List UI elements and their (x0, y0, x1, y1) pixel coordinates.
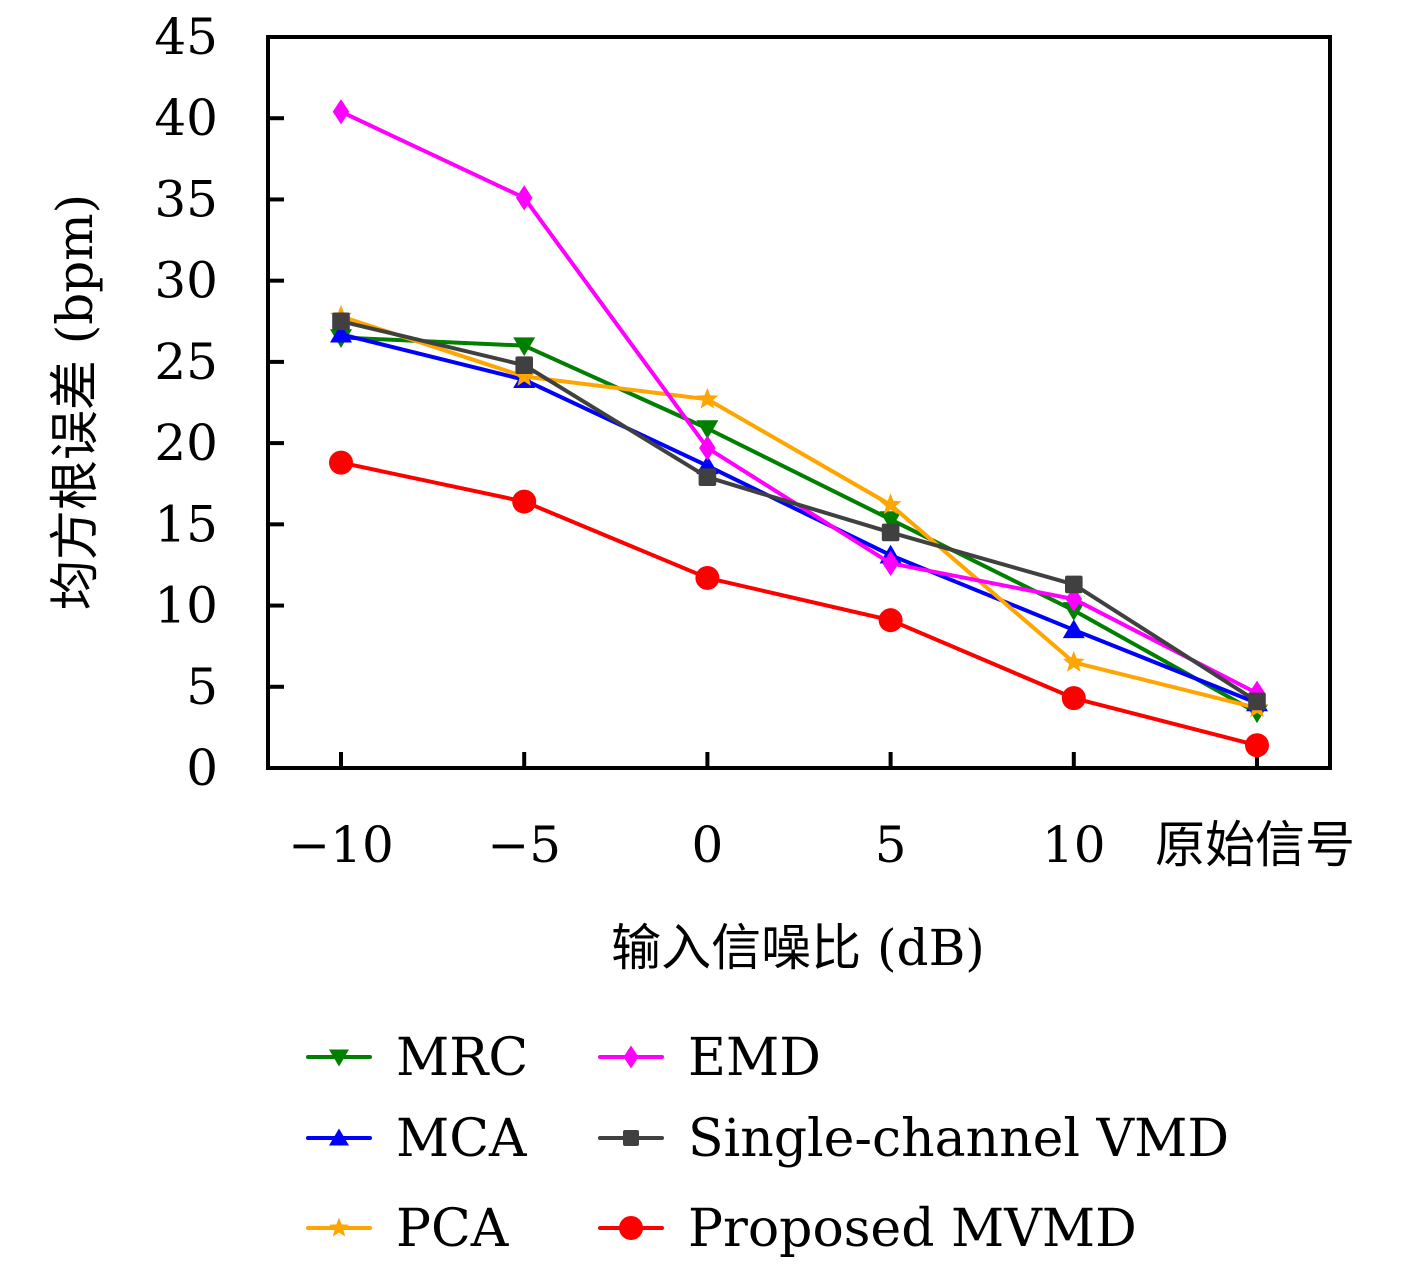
y-tick-label: 20 (154, 414, 218, 472)
data-point-pca (1062, 650, 1085, 672)
data-point-emd (332, 99, 350, 125)
series-mca (330, 323, 1268, 712)
legend-marker-mrc (329, 1049, 349, 1067)
legend-item-mrc: MRC (306, 1028, 528, 1088)
legend-marker-mca (329, 1128, 349, 1146)
series-proposed-mvmd (329, 450, 1269, 758)
y-tick-label: 5 (186, 658, 218, 716)
y-tick-label: 40 (154, 89, 218, 147)
data-point-emd (882, 550, 899, 576)
data-point-single-channel-vmd (332, 312, 350, 331)
data-point-single-channel-vmd (1065, 575, 1083, 594)
series-line-emd (340, 109, 1258, 696)
legend-marker-proposed-mvmd (619, 1216, 643, 1240)
data-point-single-channel-vmd (698, 468, 717, 487)
data-point-proposed-mvmd (695, 565, 720, 590)
legend-label: Proposed MVMD (688, 1199, 1137, 1259)
data-point-proposed-mvmd (878, 608, 903, 633)
series-line-proposed-mvmd (340, 460, 1258, 748)
plot-border (266, 35, 1332, 770)
legend-label: MRC (396, 1028, 528, 1088)
series-line-mrc (340, 335, 1258, 715)
legend-marker-pca (329, 1217, 349, 1237)
data-point-emd (515, 185, 533, 211)
data-point-pca (879, 493, 902, 515)
legend-item-proposed-mvmd: Proposed MVMD (598, 1199, 1137, 1259)
data-point-pca (513, 364, 536, 386)
series-line-pca (340, 314, 1258, 710)
x-axis-title: 输入信噪比 (dB) (611, 919, 985, 977)
data-point-mrc (513, 337, 536, 357)
legend-label: Single-channel VMD (688, 1109, 1229, 1169)
data-point-single-channel-vmd (515, 356, 533, 374)
legend-marker-emd (623, 1045, 639, 1069)
series-line-mca (340, 332, 1258, 705)
legend-item-mca: MCA (306, 1109, 528, 1169)
x-tick-label: 0 (691, 816, 723, 874)
data-point-single-channel-vmd (881, 523, 900, 542)
y-tick-label: 0 (186, 739, 218, 797)
series-single-channel-vmd (332, 312, 1266, 711)
legend-item-single-channel-vmd: Single-channel VMD (598, 1109, 1229, 1169)
data-point-mrc (696, 420, 719, 439)
plot-frame (266, 35, 1332, 770)
y-tick-label: 30 (154, 252, 218, 310)
x-tick-label: 5 (875, 816, 907, 874)
data-point-mca (1062, 619, 1085, 639)
series-emd (332, 99, 1266, 706)
data-point-pca (696, 387, 719, 409)
data-point-proposed-mvmd (1061, 686, 1086, 711)
legend-item-emd: EMD (598, 1028, 821, 1088)
y-axis-title: 均方根误差 (bpm) (46, 194, 104, 610)
y-tick-label: 10 (154, 577, 218, 635)
data-point-mrc (879, 511, 902, 530)
y-tick-label: 45 (154, 8, 218, 66)
legend-label: MCA (396, 1109, 528, 1169)
x-tick-label: 10 (1042, 816, 1106, 874)
legend-label: EMD (688, 1028, 821, 1088)
series-layer (329, 99, 1269, 758)
data-point-proposed-mvmd (1245, 733, 1269, 758)
data-point-proposed-mvmd (512, 489, 537, 514)
data-point-emd (699, 435, 716, 461)
series-line-single-channel-vmd (340, 319, 1259, 704)
legend-item-pca: PCA (306, 1199, 510, 1259)
y-tick-label: 25 (154, 333, 218, 391)
legend-label: PCA (396, 1199, 510, 1259)
y-tick-label: 15 (154, 495, 218, 553)
data-point-mca (330, 323, 352, 343)
y-axis: 0 5 10 15 20 25 30 35 40 45 (154, 8, 284, 797)
x-tick-label: −10 (288, 816, 394, 874)
x-tick-label: −5 (487, 816, 561, 874)
x-tick-label: 原始信号 (1155, 816, 1355, 874)
series-mrc (330, 329, 1268, 724)
legend-marker-single-channel-vmd (623, 1130, 639, 1146)
data-point-single-channel-vmd (1248, 692, 1266, 711)
data-point-proposed-mvmd (329, 450, 353, 475)
y-tick-label: 35 (154, 170, 218, 228)
legend: MRC EMD MCA Single-channel VMD PCA Proposed M… (306, 1028, 1229, 1259)
x-axis: −10 −5 0 5 10 原始信号 (288, 752, 1355, 874)
